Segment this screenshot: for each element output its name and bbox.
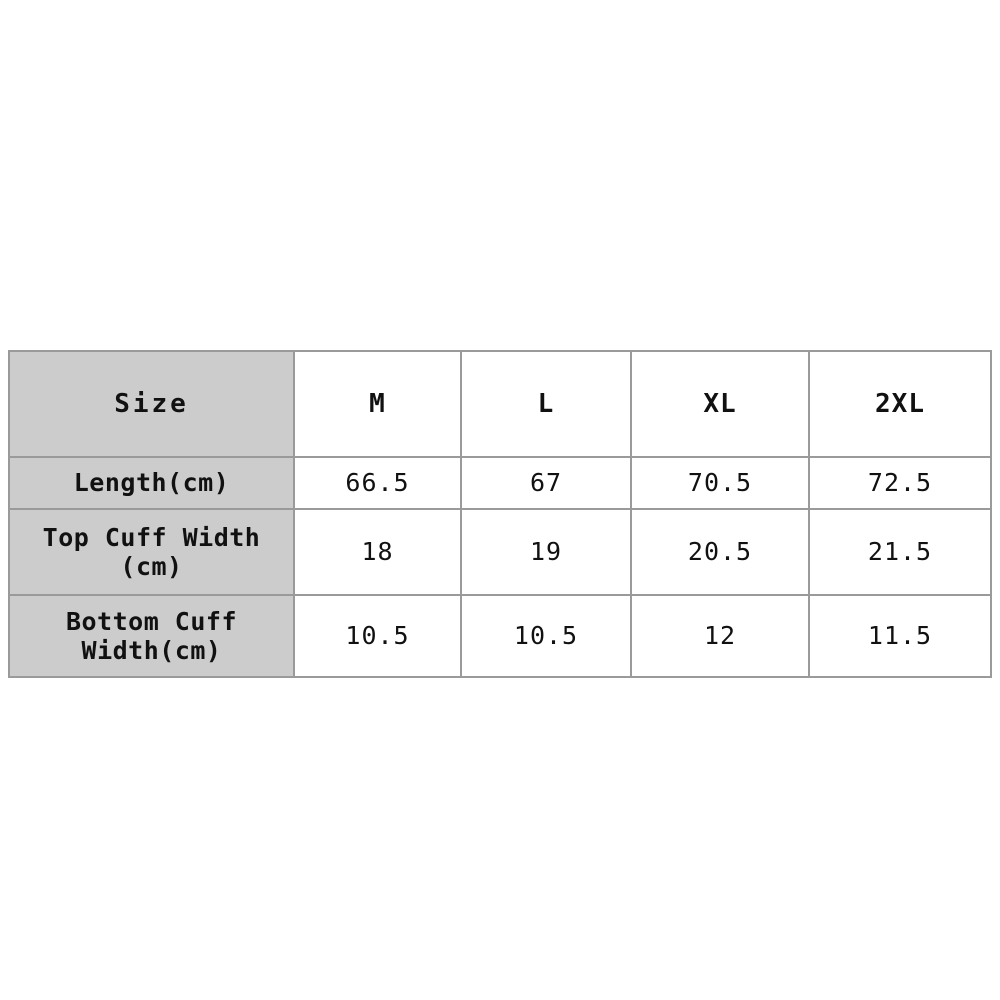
cell-length-2xl: 72.5 bbox=[808, 456, 992, 510]
cell-length-m: 66.5 bbox=[293, 456, 462, 510]
table-row-top-cuff-width: Top Cuff Width (cm) 18 19 20.5 21.5 bbox=[8, 508, 992, 596]
header-size-2xl: 2XL bbox=[808, 350, 992, 458]
header-size-m: M bbox=[293, 350, 462, 458]
header-size-l: L bbox=[460, 350, 632, 458]
table-header-row: Size M L XL 2XL bbox=[8, 350, 992, 458]
cell-bottom-cuff-width-l: 10.5 bbox=[460, 594, 632, 678]
cell-bottom-cuff-width-m: 10.5 bbox=[293, 594, 462, 678]
header-size-xl: XL bbox=[630, 350, 810, 458]
cell-top-cuff-width-xl: 20.5 bbox=[630, 508, 810, 596]
row-label-bottom-cuff-width: Bottom Cuff Width(cm) bbox=[8, 594, 295, 678]
size-chart-table: Size M L XL 2XL Length(cm) 66.5 67 70.5 … bbox=[8, 350, 992, 678]
cell-top-cuff-width-2xl: 21.5 bbox=[808, 508, 992, 596]
cell-bottom-cuff-width-2xl: 11.5 bbox=[808, 594, 992, 678]
cell-top-cuff-width-l: 19 bbox=[460, 508, 632, 596]
header-size-label: Size bbox=[8, 350, 295, 458]
cell-length-xl: 70.5 bbox=[630, 456, 810, 510]
cell-length-l: 67 bbox=[460, 456, 632, 510]
row-label-length: Length(cm) bbox=[8, 456, 295, 510]
table-row-length: Length(cm) 66.5 67 70.5 72.5 bbox=[8, 456, 992, 510]
cell-bottom-cuff-width-xl: 12 bbox=[630, 594, 810, 678]
table-row-bottom-cuff-width: Bottom Cuff Width(cm) 10.5 10.5 12 11.5 bbox=[8, 594, 992, 678]
cell-top-cuff-width-m: 18 bbox=[293, 508, 462, 596]
row-label-top-cuff-width: Top Cuff Width (cm) bbox=[8, 508, 295, 596]
